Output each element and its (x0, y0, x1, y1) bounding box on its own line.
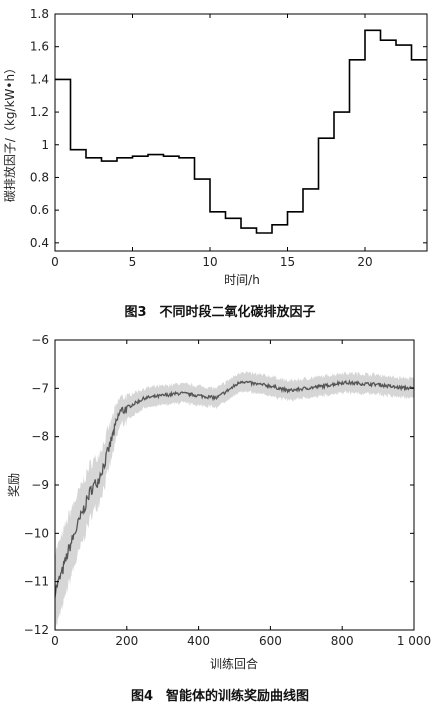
reward-x-tick-label: 400 (187, 634, 210, 648)
reward-x-axis-label: 训练回合 (210, 656, 258, 671)
reward-y-axis-label: 奖励 (7, 473, 21, 497)
figure-4-caption: 图4 智能体的训练奖励曲线图 (131, 688, 309, 704)
emission-step-line (55, 29, 427, 234)
reward-chart: 0 200 400 600 800 1 000 −12 −11 −10 −9 −8 −7 −6 训练回… (7, 333, 431, 704)
reward-mean-line (54, 379, 415, 598)
reward-y-tick-label: −9 (31, 478, 49, 492)
reward-y-tick-label: −10 (24, 526, 49, 540)
reward-y-tick-label: −7 (31, 381, 49, 395)
emission-plot-frame (54, 13, 428, 252)
reward-y-tick-label: −11 (24, 575, 49, 589)
reward-x-tick-label: 0 (51, 634, 59, 648)
reward-std-band (55, 371, 414, 630)
emission-y-tick-label: 1 (41, 138, 49, 152)
emission-y-tick-label: 0.8 (30, 170, 49, 184)
reward-y-tick-label: −8 (31, 430, 49, 444)
emission-y-tick-label: 0.6 (30, 203, 49, 217)
emission-x-tick-label: 5 (129, 255, 137, 269)
emission-y-tick-label: 1.6 (30, 40, 49, 54)
reward-x-ticks: 0 200 400 600 800 1 000 (51, 340, 431, 648)
reward-x-tick-label: 1 000 (397, 634, 431, 648)
reward-y-ticks: −12 −11 −10 −9 −8 −7 −6 (24, 333, 414, 637)
figure-3-caption: 图3 不同时段二氧化碳排放因子 (124, 304, 315, 320)
emission-y-ticks: 0.4 0.6 0.8 1 1.2 1.4 1.6 1.8 (30, 7, 427, 250)
reward-y-tick-label: −6 (31, 333, 49, 347)
emission-x-axis-label: 时间/h (224, 273, 260, 287)
emission-y-tick-label: 1.4 (30, 72, 49, 86)
emission-y-tick-label: 1.2 (30, 105, 49, 119)
reward-x-tick-label: 200 (115, 634, 138, 648)
emission-y-tick-label: 0.4 (30, 236, 49, 250)
emission-y-tick-label: 1.8 (30, 7, 49, 21)
emission-x-tick-label: 10 (202, 255, 217, 269)
emission-chart: 0 5 10 15 20 0.4 0.6 0.8 1 1.2 1.4 1.6 1.8 时间/h 碳排放… (2, 7, 428, 320)
emission-x-ticks: 0 5 10 15 20 (51, 14, 373, 269)
reward-x-tick-label: 800 (331, 634, 354, 648)
reward-x-tick-label: 600 (259, 634, 282, 648)
emission-x-tick-label: 20 (357, 255, 372, 269)
reward-y-tick-label: −12 (24, 623, 49, 637)
emission-x-tick-label: 0 (51, 255, 59, 269)
emission-y-axis-label: 碳排放因子/（kg/kW•h） (2, 62, 17, 202)
emission-x-tick-label: 15 (280, 255, 295, 269)
